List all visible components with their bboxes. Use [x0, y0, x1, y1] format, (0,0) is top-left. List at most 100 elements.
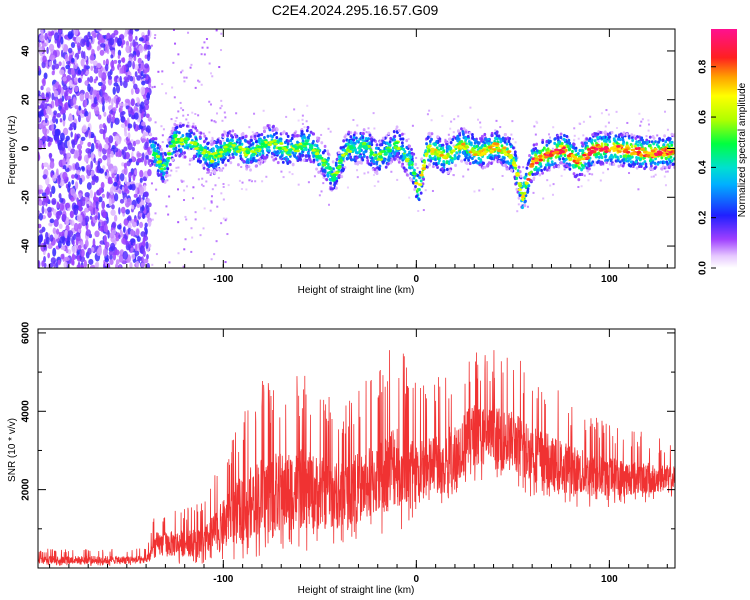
spectrogram-cell: [222, 139, 225, 142]
spectrogram-cell: [279, 155, 282, 159]
spectrogram-cell: [312, 139, 315, 144]
spectrogram-cell: [51, 92, 55, 101]
spectrogram-cell: [83, 64, 87, 73]
spectrogram-cell: [52, 174, 57, 182]
spectrogram-cell: [216, 140, 219, 144]
spectrogram-cell: [565, 164, 569, 168]
spectrogram-cell: [121, 237, 126, 245]
spectrogram-cell: [323, 144, 327, 148]
spectrogram-cell: [43, 109, 47, 116]
spectrogram-cell: [257, 160, 261, 165]
spectrogram-peak: [286, 151, 291, 155]
spectrogram-cell: [577, 166, 581, 170]
spectrogram-cell: [449, 146, 453, 150]
spectrogram-cell: [302, 148, 306, 152]
spectrogram-cell: [209, 174, 212, 177]
spectrogram-cell: [630, 144, 634, 149]
spectrogram-cell: [127, 132, 131, 139]
spectrogram-cell: [103, 234, 107, 244]
spectrogram-cell: [313, 175, 316, 178]
spectrogram-peak: [337, 166, 342, 169]
spectrogram-cell: [464, 161, 468, 165]
spectrogram-cell: [76, 42, 81, 49]
spectrogram-cell: [387, 155, 391, 160]
spectrogram-cell: [300, 134, 303, 138]
spectrogram-cell: [98, 187, 103, 195]
spectrogram-cell: [94, 215, 98, 221]
spectrogram-cell: [375, 169, 379, 173]
spectrogram-cell: [188, 132, 192, 136]
spectrogram-cell: [124, 131, 128, 137]
spectrogram-cell: [99, 123, 103, 129]
spectrogram-cell: [377, 146, 380, 151]
spectrogram-cell: [241, 181, 244, 184]
spectrogram-cell: [538, 151, 542, 155]
spectrogram-cell: [490, 133, 494, 138]
spectrogram-cell: [111, 229, 117, 235]
spectrogram-cell: [307, 151, 310, 155]
spectrogram-peak: [311, 149, 316, 152]
spectrogram-cell: [122, 150, 127, 160]
spectrogram-peak: [223, 145, 228, 149]
spectrogram-cell: [662, 143, 666, 147]
spectrogram-cell: [219, 168, 222, 172]
spectrogram-cell: [73, 29, 79, 36]
spectrogram-cell: [151, 137, 155, 141]
spectrogram-cell: [532, 143, 536, 147]
spectrogram-cell: [430, 119, 433, 122]
spectrogram-cell: [409, 155, 413, 159]
spectrogram-cell: [80, 136, 86, 141]
spectrogram-cell: [448, 169, 452, 173]
spectrogram-cell: [502, 156, 506, 160]
spectrogram-cell: [456, 129, 460, 133]
spectrogram-cell: [141, 80, 146, 86]
spectrogram-peak: [267, 143, 272, 147]
spectrogram-cell: [116, 174, 119, 183]
spectrogram-cell: [534, 153, 537, 157]
spectrogram-cell: [534, 165, 538, 170]
spectrogram-cell: [92, 238, 96, 248]
spectrogram-cell: [512, 153, 515, 156]
spectrogram-peak: [175, 140, 180, 144]
spectrogram-cell: [73, 63, 78, 70]
spectrogram-cell: [462, 132, 465, 137]
spectrogram-cell: [322, 182, 325, 185]
spectrogram-cell: [86, 182, 92, 190]
spectrogram-peak: [473, 153, 478, 157]
spectrogram-cell: [159, 147, 163, 152]
spectrogram-peak: [560, 150, 566, 153]
spectrogram-cell: [206, 141, 210, 145]
spectrogram-cell: [251, 142, 255, 146]
spectrogram-cell: [97, 81, 103, 87]
spectrogram-peak: [526, 177, 531, 181]
spectrogram-cell: [497, 159, 501, 164]
spectrogram-cell: [132, 39, 136, 48]
spectrogram-cell: [367, 171, 370, 174]
spectrogram-cell: [403, 169, 407, 173]
spectrogram-cell: [85, 147, 91, 154]
spectrogram-cell: [136, 152, 143, 157]
spectrogram-cell: [261, 149, 265, 153]
spectrogram-cell: [478, 189, 481, 192]
spectrogram-cell: [248, 126, 251, 129]
spectrogram-cell: [280, 153, 284, 157]
spectrogram-cell: [80, 58, 85, 67]
spectrogram-cell: [183, 80, 186, 83]
spectrogram-peak: [534, 161, 540, 165]
spectrogram-cell: [71, 122, 75, 128]
spectrogram-cell: [465, 142, 468, 146]
spectrogram-peak: [393, 146, 398, 149]
spectrogram-peak: [164, 162, 169, 166]
spectrogram-cell: [618, 137, 622, 142]
spectrogram-cell: [613, 139, 617, 143]
spectrogram-cell: [533, 172, 537, 176]
snr-y-axis-label: SNR (10 * v/v): [7, 418, 18, 482]
spectrogram-peak: [587, 147, 592, 151]
spectrogram-cell: [469, 106, 472, 109]
spectrogram-cell: [153, 144, 156, 148]
spectrogram-cell: [249, 178, 252, 181]
spectrogram-peak: [538, 158, 543, 162]
spectrogram-peak: [587, 153, 592, 157]
spectrogram-cell: [99, 49, 105, 56]
spectrogram-cell: [118, 207, 121, 215]
